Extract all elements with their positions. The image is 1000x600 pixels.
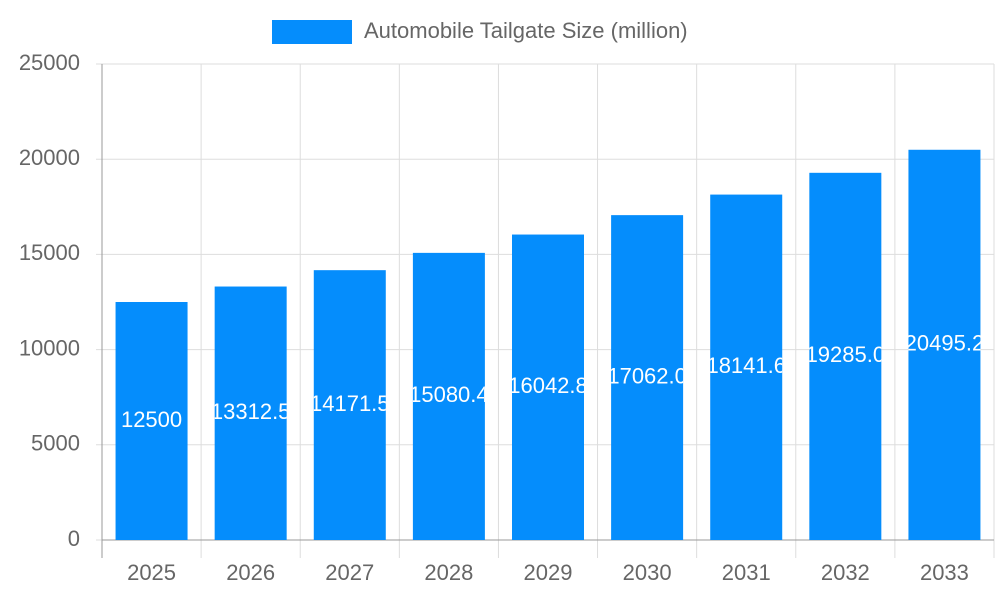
- bar: [412, 252, 485, 540]
- value-label: 13312.5: [211, 399, 291, 424]
- y-tick-label: 10000: [19, 335, 80, 360]
- bar: [611, 215, 684, 540]
- bar: [115, 302, 188, 540]
- value-label: 17062.0: [607, 363, 687, 388]
- value-label: 16042.8: [508, 373, 588, 398]
- y-tick-label: 0: [68, 526, 80, 551]
- x-tick-label: 2027: [325, 560, 374, 585]
- x-tick-label: 2032: [821, 560, 870, 585]
- y-tick-label: 25000: [19, 50, 80, 75]
- value-label: 19285.0: [806, 342, 886, 367]
- bar: [908, 149, 981, 540]
- x-tick-label: 2026: [226, 560, 275, 585]
- x-tick-label: 2025: [127, 560, 176, 585]
- y-tick-label: 15000: [19, 240, 80, 265]
- value-label: 12500: [121, 407, 182, 432]
- x-tick-label: 2033: [920, 560, 969, 585]
- legend-swatch: [272, 20, 352, 44]
- bar: [710, 194, 783, 541]
- x-tick-label: 2031: [722, 560, 771, 585]
- x-tick-label: 2029: [524, 560, 573, 585]
- bar: [512, 234, 584, 540]
- legend-label: Automobile Tailgate Size (million): [364, 18, 688, 43]
- bar: [214, 286, 287, 540]
- value-label: 15080.4: [409, 382, 489, 407]
- value-label: 14171.5: [310, 391, 390, 416]
- y-tick-label: 5000: [31, 431, 80, 456]
- value-label: 20495.2: [905, 331, 985, 356]
- value-label: 18141.6: [706, 353, 786, 378]
- x-tick-label: 2030: [623, 560, 672, 585]
- x-tick-label: 2028: [424, 560, 473, 585]
- bar: [313, 270, 386, 540]
- y-tick-label: 20000: [19, 145, 80, 170]
- bar: [809, 172, 882, 540]
